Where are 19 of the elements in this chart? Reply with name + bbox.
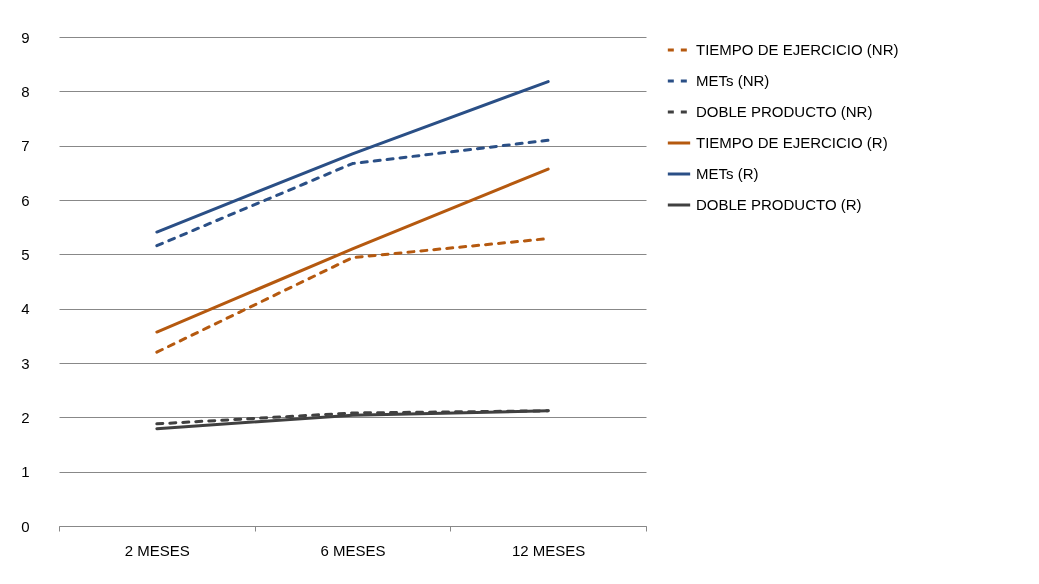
y-tick-label: 4 <box>21 300 30 318</box>
legend-label: TIEMPO DE EJERCICIO (R) <box>696 134 888 151</box>
legend-label: DOBLE PRODUCTO (NR) <box>696 103 873 120</box>
legend-label: METs (R) <box>696 165 759 182</box>
x-tick-label: 6 MESES <box>320 541 386 559</box>
y-tick-label: 5 <box>21 245 30 263</box>
y-tick-label: 0 <box>21 517 30 535</box>
y-tick-label: 6 <box>21 191 30 209</box>
y-tick-label: 7 <box>21 137 30 155</box>
x-tick-label: 12 MESES <box>511 541 586 559</box>
x-tick-label: 2 MESES <box>124 541 190 559</box>
legend-label: TIEMPO DE EJERCICIO (NR) <box>696 41 899 58</box>
y-tick-label: 9 <box>21 28 30 46</box>
y-tick-label: 3 <box>21 354 30 372</box>
y-tick-label: 2 <box>21 408 30 426</box>
y-tick-label: 8 <box>21 82 30 100</box>
legend-label: DOBLE PRODUCTO (R) <box>696 196 862 213</box>
y-tick-label: 1 <box>21 463 30 481</box>
legend-label: METs (NR) <box>696 72 770 89</box>
